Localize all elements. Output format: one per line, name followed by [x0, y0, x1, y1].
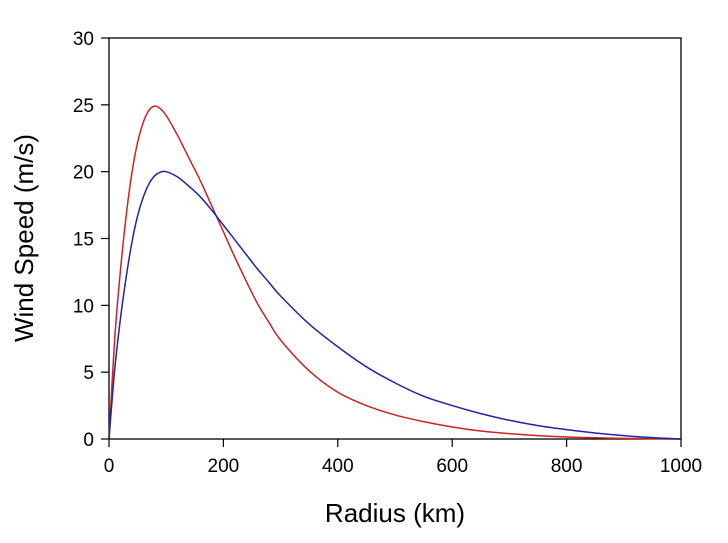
y-tick-label: 10: [73, 296, 94, 317]
x-axis-ticks: 0 200 400 600 800 1000: [104, 439, 702, 477]
series-layer: [108, 105, 682, 440]
x-tick-label: 0: [104, 456, 115, 477]
x-tick-label: 600: [436, 456, 468, 477]
plot-frame: [108, 37, 682, 440]
x-tick-label: 1000: [660, 456, 702, 477]
x-tick-label: 200: [208, 456, 240, 477]
y-tick-label: 25: [73, 96, 94, 117]
x-axis-title: Radius (km): [325, 498, 465, 528]
y-tick-label: 30: [73, 29, 94, 50]
series-line-1: [108, 105, 682, 440]
y-axis-title: Wind Speed (m/s): [9, 134, 39, 342]
series-line-2: [108, 170, 682, 440]
y-tick-label: 5: [83, 363, 94, 384]
y-tick-label: 0: [83, 430, 94, 451]
y-axis-ticks: 0 5 10 15 20 25 30: [73, 29, 109, 451]
y-tick-label: 20: [73, 163, 94, 184]
x-tick-label: 400: [322, 456, 354, 477]
x-tick-label: 800: [551, 456, 583, 477]
y-tick-label: 15: [73, 230, 94, 251]
